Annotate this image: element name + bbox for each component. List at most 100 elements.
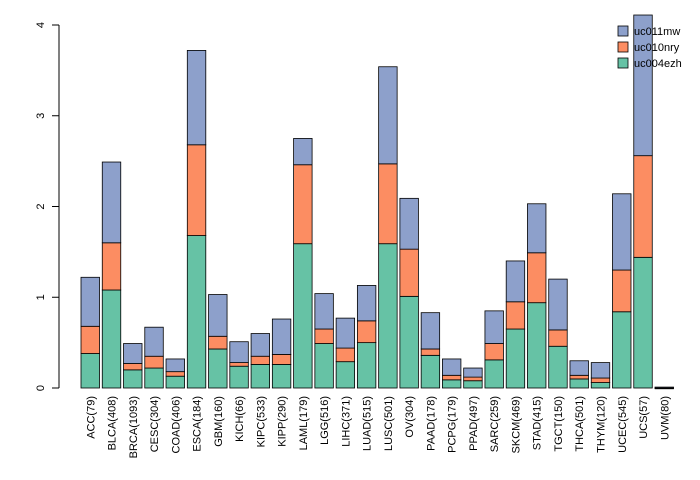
bar-segment	[144, 355, 164, 369]
x-tick-label: CESC(304)	[149, 396, 161, 452]
bar-segment	[80, 276, 100, 327]
bar-segment	[165, 358, 185, 373]
bar-segment	[165, 375, 185, 389]
bar-segment	[250, 355, 270, 365]
bar-segment	[80, 353, 100, 389]
x-tick-label: PAAD(178)	[425, 396, 437, 451]
bar-segment	[590, 377, 611, 383]
bar-segment	[314, 343, 334, 389]
x-tick-label: BLCA(408)	[107, 396, 119, 450]
bar-segment	[335, 361, 356, 389]
bar-segment	[420, 312, 441, 350]
bar-segment	[314, 293, 334, 330]
bar-segment	[186, 144, 207, 236]
y-tick-label: 0	[35, 385, 47, 391]
bar-segment	[293, 138, 313, 166]
bar-segment	[399, 197, 419, 250]
x-tick-label: KIPC(533)	[255, 396, 267, 447]
bar-segment	[378, 163, 398, 245]
bar-segment	[101, 242, 122, 291]
bar-segment	[356, 285, 377, 322]
legend-swatch	[617, 57, 629, 69]
x-tick-label: ACC(79)	[85, 396, 97, 439]
legend-label: uc011mw	[634, 26, 680, 38]
x-tick-label: BRCA(1093)	[128, 396, 140, 458]
bar-segment	[463, 380, 483, 389]
bar-segment	[229, 365, 249, 389]
y-tick-label: 4	[35, 22, 47, 28]
bar-segment	[527, 252, 547, 304]
bar-segment	[548, 329, 568, 347]
x-tick-label: UCS(57)	[638, 396, 650, 439]
bar-segment	[527, 302, 547, 389]
bar-segment	[505, 328, 526, 389]
bar-segment	[271, 318, 292, 355]
legend-label: uc004ezh	[634, 58, 682, 70]
bar-segment	[271, 364, 292, 389]
x-tick-label: SKCM(469)	[510, 396, 522, 453]
bar-segment	[399, 295, 419, 389]
x-tick-label: PCPG(179)	[447, 396, 459, 453]
bar-segment	[569, 374, 589, 380]
bar-segment	[80, 325, 100, 354]
bar-segment	[442, 379, 462, 389]
bar-segment	[548, 278, 568, 331]
x-tick-label: LIHC(371)	[340, 396, 352, 447]
bar-segment	[484, 343, 504, 361]
x-tick-label: GBM(160)	[213, 396, 225, 447]
bar-segment	[356, 320, 377, 344]
bar-segment	[463, 367, 483, 378]
bar-segment	[463, 376, 483, 382]
y-axis: 0 1 2 3 4	[35, 22, 60, 391]
bar-segment	[229, 362, 249, 367]
bar-segment	[250, 333, 270, 357]
bar-segment	[186, 50, 207, 146]
bar-segment	[420, 348, 441, 356]
x-tick-label: LAML(179)	[298, 396, 310, 450]
x-tick-label: LGG(516)	[319, 396, 331, 445]
x-axis-labels: ACC(79) BLCA(408) BRCA(1093) CESC(304) COAD(…	[85, 396, 671, 458]
bars	[80, 14, 674, 390]
bar-segment	[165, 371, 185, 377]
x-tick-label: KIPP(290)	[277, 396, 289, 447]
bar-segment	[633, 256, 653, 389]
legend-label: uc010nry	[634, 42, 680, 54]
bar-segment	[612, 269, 632, 313]
bar-segment	[335, 347, 356, 363]
bar-segment	[208, 348, 228, 389]
bar-segment	[101, 289, 122, 389]
bar-segment	[314, 328, 334, 344]
x-tick-label: COAD(406)	[170, 396, 182, 453]
bar-segment	[144, 367, 164, 389]
x-tick-label: THYM(120)	[595, 396, 607, 453]
x-tick-label: SARC(259)	[489, 396, 501, 452]
bar-segment	[123, 369, 143, 389]
bar-segment	[293, 243, 313, 389]
bar-segment	[186, 235, 207, 389]
bar-segment	[484, 359, 504, 389]
bar-segment	[612, 193, 632, 271]
bar-segment	[505, 301, 526, 330]
bar-segment	[123, 363, 143, 371]
bar-segment	[399, 248, 419, 297]
bar-segment	[144, 326, 164, 357]
x-tick-label: PPAD(497)	[468, 396, 480, 451]
bar-segment	[208, 294, 228, 337]
bar-segment	[442, 374, 462, 381]
bar-segment	[293, 164, 313, 245]
bar-segment	[442, 358, 462, 376]
bar-segment	[654, 386, 674, 389]
x-tick-label: STAD(415)	[532, 396, 544, 450]
x-tick-label: THCA(501)	[574, 396, 586, 452]
bar-segment	[208, 335, 228, 350]
bar-segment	[378, 243, 398, 389]
x-tick-label: ESCA(184)	[192, 396, 204, 452]
bar-segment	[505, 260, 526, 303]
legend-swatch	[617, 41, 629, 53]
bar-segment	[420, 354, 441, 389]
bar-segment	[229, 341, 249, 363]
bar-segment	[569, 360, 589, 376]
bar-segment	[590, 362, 611, 379]
bar-segment	[250, 364, 270, 389]
bar-segment	[527, 203, 547, 254]
